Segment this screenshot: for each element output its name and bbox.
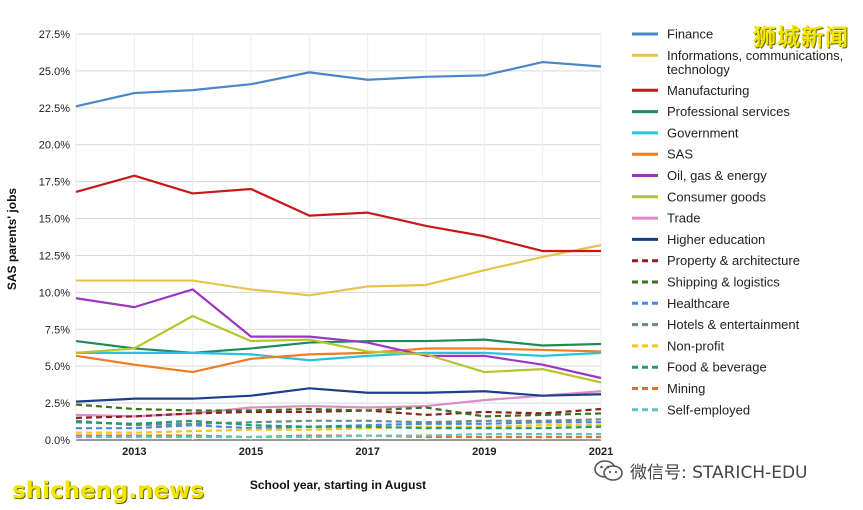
legend-label: Mining <box>667 381 705 396</box>
series-line-10 <box>75 407 602 419</box>
series-line-4 <box>76 351 602 362</box>
legend-label: Professional services <box>667 104 790 119</box>
series-line-1 <box>76 244 602 297</box>
wechat-icon <box>594 459 624 483</box>
legend-label: Oil, gas & energy <box>667 168 767 183</box>
y-tick-label: 15.0% <box>39 214 70 226</box>
legend-label: Manufacturing <box>667 83 749 98</box>
series-line-2 <box>75 174 601 253</box>
series-line-5 <box>75 347 602 374</box>
series-line-13 <box>75 418 602 427</box>
legend-label: Finance <box>667 27 713 42</box>
legend-label: Higher education <box>667 232 765 247</box>
legend-label: Informations, communications, technology <box>667 48 843 77</box>
wechat-id-text: 微信号: STARICH-EDU <box>630 463 808 483</box>
series-line-7 <box>75 314 602 384</box>
series-line-6 <box>75 288 602 380</box>
legend-label: Healthcare <box>667 296 730 311</box>
series-line-14 <box>76 424 601 434</box>
legend-label: Self-employed <box>667 402 750 417</box>
y-tick-label: 20.0% <box>39 140 70 152</box>
x-tick-label: 2013 <box>122 446 146 458</box>
legend-label: Non-profit <box>667 338 724 353</box>
series-line-9 <box>75 387 602 403</box>
watermark-bottom-left: shicheng.news <box>12 478 205 504</box>
series-lines <box>75 60 602 439</box>
y-tick-label: 17.5% <box>39 177 70 189</box>
series-line-15 <box>75 419 602 430</box>
x-tick-label: 2021 <box>589 446 613 458</box>
x-tick-label: 2019 <box>472 446 496 458</box>
x-axis-title: School year, starting in August <box>250 478 426 492</box>
y-tick-label: 5.0% <box>45 361 70 373</box>
legend-label: Property & architecture <box>667 253 800 268</box>
y-tick-label: 2.5% <box>45 398 70 410</box>
legend: Finance Informations, communications, tech… <box>632 27 843 417</box>
legend-label: Trade <box>667 211 700 226</box>
y-tick-label: 22.5% <box>39 103 70 115</box>
series-line-11 <box>75 403 602 418</box>
watermark-wechat: 微信号: STARICH-EDU <box>594 458 808 483</box>
series-line-17 <box>76 432 601 439</box>
series-line-3 <box>75 338 602 354</box>
legend-label: Shipping & logistics <box>667 275 780 290</box>
y-axis-title: SAS parents' jobs <box>5 188 19 291</box>
legend-label: Government <box>667 125 739 140</box>
x-tick-label: 2017 <box>355 446 379 458</box>
watermark-top-right: 狮城新闻 <box>753 25 849 51</box>
gridlines <box>75 33 602 441</box>
y-tick-label: 25.0% <box>39 66 70 78</box>
legend-label: Consumer goods <box>667 189 766 204</box>
x-axis-ticks: 2013 2015 2017 2019 2021 <box>122 446 613 458</box>
x-tick-label: 2015 <box>239 446 263 458</box>
y-tick-label: 10.0% <box>39 287 70 299</box>
legend-label: SAS <box>667 147 693 162</box>
y-tick-label: 0.0% <box>45 435 70 447</box>
series-line-8 <box>75 390 602 418</box>
y-tick-label: 7.5% <box>45 324 70 336</box>
series-line-0 <box>75 60 602 108</box>
y-axis-ticks: 0.0% 2.5% 5.0% 7.5% 10.0% 12.5% 15.0% 17.5% 20.0… <box>39 29 70 447</box>
y-tick-label: 12.5% <box>39 250 70 262</box>
legend-label: Food & beverage <box>667 360 767 375</box>
y-tick-label: 27.5% <box>39 29 70 41</box>
legend-label: Hotels & entertainment <box>667 317 800 332</box>
